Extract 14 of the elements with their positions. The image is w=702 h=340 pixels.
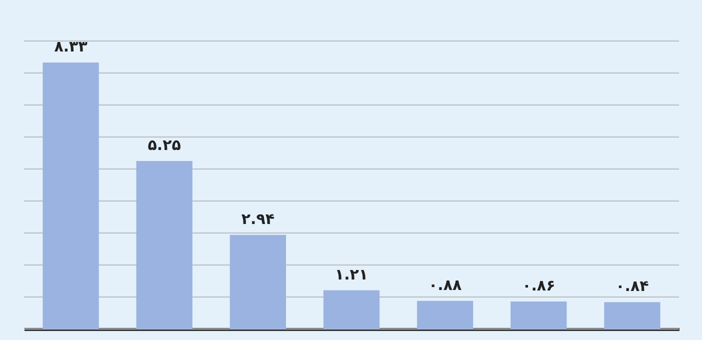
data-label: ۱.۲۱ xyxy=(334,265,368,284)
data-label: ۰.۸۶ xyxy=(522,276,556,294)
bar xyxy=(42,62,99,329)
bar xyxy=(136,161,192,329)
data-label: ۰.۸۸ xyxy=(428,276,462,294)
data-label: ۵.۲۵ xyxy=(148,136,181,154)
data-label: ۰.۸۴ xyxy=(616,277,649,296)
bar xyxy=(323,290,380,329)
bar xyxy=(510,301,567,329)
bar xyxy=(604,302,660,329)
data-label: ۲.۹۴ xyxy=(241,210,275,228)
bar xyxy=(230,234,286,329)
bar xyxy=(417,300,474,329)
data-label: ۸.۳۳ xyxy=(54,37,88,56)
